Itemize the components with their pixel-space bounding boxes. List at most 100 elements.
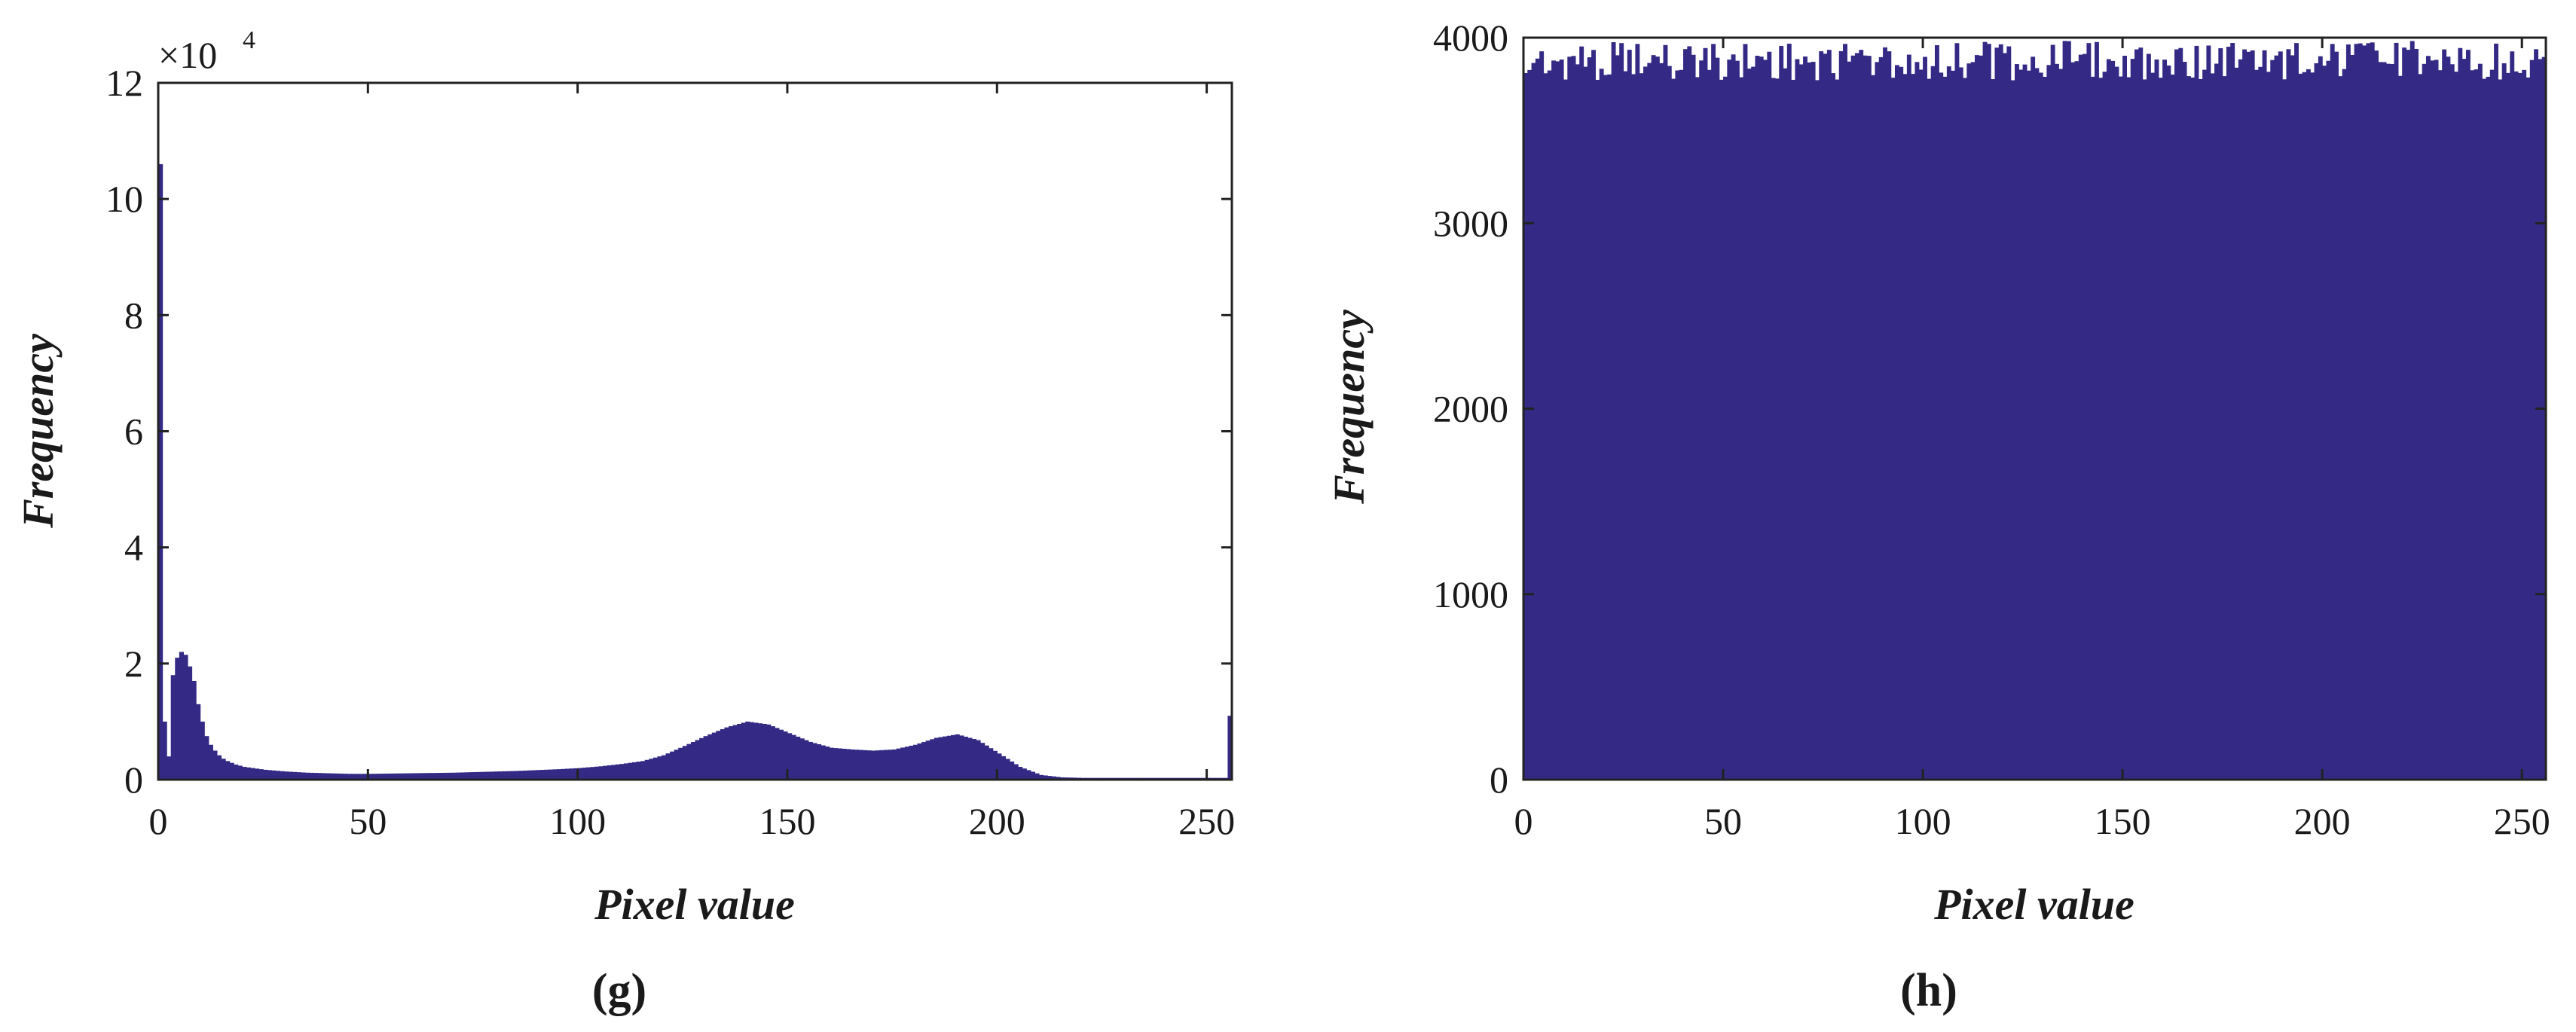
histogram-bar [2250, 50, 2255, 780]
histogram-panel-h: 0 50 100 150 200 250 0 1000 2000 3000 4000 Pixel v… [1325, 17, 2550, 1016]
histogram-bar [1599, 69, 1604, 780]
histogram-bar [938, 737, 943, 780]
histogram-bar [900, 747, 906, 780]
histogram-bar [1611, 41, 1616, 780]
histogram-bar [2218, 47, 2223, 780]
histogram-bar [1767, 51, 1772, 780]
histogram-bar [485, 771, 490, 780]
histogram-bar [2382, 62, 2387, 780]
histogram-bar [1854, 53, 1859, 780]
histogram-bar [552, 769, 558, 780]
histogram-bar [1543, 73, 1548, 780]
histogram-bar [833, 748, 839, 780]
histogram-bar [766, 724, 772, 780]
histogram-bar [2449, 64, 2455, 780]
histogram-bar [2134, 49, 2139, 780]
histogram-bar [2230, 43, 2235, 780]
histogram-bar [2446, 56, 2451, 780]
histogram-bar [497, 771, 503, 780]
histogram-bar [850, 749, 855, 780]
histogram-bar [258, 769, 264, 780]
histogram-bar [2158, 78, 2163, 780]
histogram-bar [2354, 44, 2359, 780]
histogram-bar [1535, 58, 1540, 780]
histogram-bar [1923, 56, 1927, 780]
histogram-bar [317, 773, 322, 780]
axes-box-panel-g [157, 81, 1233, 781]
histogram-bar [515, 771, 520, 780]
histogram-bar [544, 769, 549, 780]
histogram-bar [921, 742, 927, 780]
histogram-bar [2541, 56, 2547, 780]
histogram-bar [989, 748, 994, 780]
histogram-bar [347, 774, 352, 780]
histogram-bar [951, 734, 956, 780]
histogram-bar [573, 768, 579, 780]
histogram-bar [1966, 63, 1972, 780]
histogram-bar [1871, 75, 1876, 780]
y-axis-title-panel-g: Frequency [14, 334, 63, 529]
histogram-bar [871, 750, 876, 780]
histogram-bar [665, 753, 671, 780]
histogram-bar [371, 774, 377, 780]
histogram-bar [460, 772, 465, 780]
histogram-bar [2489, 69, 2495, 780]
histogram-bar [1731, 54, 1736, 780]
histogram-bar [2098, 78, 2104, 780]
histogram-bar [2278, 51, 2283, 780]
histogram-bar [1715, 57, 1720, 780]
histogram-bar [1651, 55, 1656, 780]
histogram-bar [2130, 59, 2135, 780]
histogram-bar [1005, 759, 1010, 780]
histogram-bar [191, 680, 197, 780]
histogram-bar [2290, 55, 2295, 780]
y-tick-label: 8 [124, 294, 143, 336]
histogram-bar [376, 774, 381, 780]
histogram-bar [338, 773, 344, 780]
histogram-bar [527, 770, 533, 780]
histogram-bar [2314, 63, 2319, 780]
histogram-bar [283, 771, 289, 780]
histogram-bar [2366, 43, 2371, 780]
histogram-bar [1795, 59, 1800, 780]
histogram-bar [644, 759, 649, 780]
histogram-bar [1551, 60, 1557, 780]
y-multiplier-panel-g: ×10 4 [158, 26, 255, 76]
histogram-bar [737, 724, 742, 780]
histogram-bar [296, 772, 301, 780]
y-multiplier-exponent: 4 [243, 26, 255, 54]
histogram-bar [2494, 43, 2498, 780]
histogram-bar [1030, 771, 1035, 780]
histogram-bar [778, 729, 784, 780]
histogram-bar [1009, 761, 1015, 780]
histogram-bar [590, 767, 595, 780]
histogram-bar [649, 759, 654, 780]
histogram-bar [2246, 51, 2251, 780]
histogram-bar [963, 736, 968, 780]
histogram-bar [980, 743, 985, 780]
histogram-bar [2513, 71, 2519, 780]
histogram-bar [686, 743, 692, 780]
histogram-bar [221, 759, 226, 780]
histogram-bar [2226, 47, 2231, 780]
histogram-bar [1043, 775, 1048, 780]
histogram-bar [1986, 44, 1991, 780]
histogram-bar [1595, 79, 1600, 780]
histogram-bar [2526, 77, 2531, 780]
histogram-bar [2378, 62, 2383, 780]
y-multiplier-base: ×10 [158, 34, 217, 76]
histogram-bar [787, 733, 793, 780]
histogram-bar [1607, 74, 1612, 780]
histogram-bar [1859, 50, 1864, 780]
histogram-bar [2258, 66, 2263, 780]
x-tick-label: 200 [969, 800, 1025, 842]
histogram-bar [1679, 69, 1684, 780]
histogram-bar [1539, 51, 1545, 780]
histogram-bar [2274, 55, 2279, 780]
histogram-bar [2470, 70, 2475, 780]
histogram-bar [2286, 49, 2291, 780]
histogram-bar [389, 773, 394, 780]
bars-panel-h [1523, 41, 2547, 780]
histogram-bar [741, 722, 746, 780]
